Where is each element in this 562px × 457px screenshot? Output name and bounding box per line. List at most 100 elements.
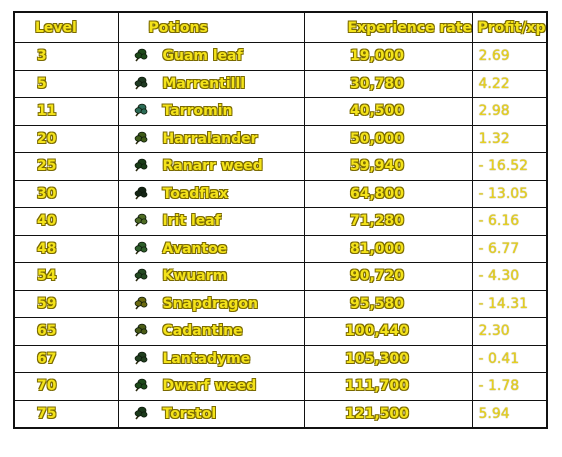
potion-cell: Dwarf weed (117, 372, 305, 401)
level-cell: 59 (13, 289, 119, 318)
herb-name: Irit leaf (162, 213, 221, 230)
level-cell: 40 (13, 207, 119, 236)
table-row: 54 Kwuarm 90,720- 4.30 (13, 262, 548, 291)
cadantine-icon (133, 323, 149, 337)
header-profit-per-xp: Profit/xp (471, 11, 548, 43)
experience-cell: 121,500 (303, 399, 473, 429)
level-cell: 3 (13, 42, 119, 71)
table-row: 70 Dwarf weed 111,700- 1.78 (13, 372, 548, 401)
profit-cell: 4.22 (471, 69, 548, 98)
herb-name: Lantadyme (162, 350, 251, 367)
level-cell: 30 (13, 179, 119, 208)
guam-leaf-icon (133, 48, 149, 62)
profit-cell: 2.69 (471, 42, 548, 71)
potion-cell: Guam leaf (117, 42, 305, 71)
profit-cell: 2.30 (471, 317, 548, 346)
profit-cell: - 16.52 (471, 152, 548, 181)
experience-cell: 64,800 (303, 179, 473, 208)
herb-name: Dwarf weed (162, 378, 257, 395)
profit-cell: - 6.77 (471, 234, 548, 263)
herblore-xp-table: Level Potions Experience rates Profit/xp… (13, 11, 548, 429)
experience-cell: 100,440 (303, 317, 473, 346)
level-cell: 54 (13, 262, 119, 291)
kwuarm-icon (133, 268, 149, 282)
header-potions: Potions (117, 11, 305, 43)
experience-cell: 59,940 (303, 152, 473, 181)
profit-cell: 2.98 (471, 97, 548, 126)
avantoe-icon (133, 241, 149, 255)
herb-name: Marrentilll (162, 75, 246, 92)
potion-cell: Avantoe (117, 234, 305, 263)
herb-name: Kwuarm (162, 268, 228, 285)
experience-cell: 40,500 (303, 97, 473, 126)
irit-leaf-icon (133, 213, 149, 227)
level-cell: 48 (13, 234, 119, 263)
potion-cell: Harralander (117, 124, 305, 153)
profit-cell: - 4.30 (471, 262, 548, 291)
experience-cell: 105,300 (303, 344, 473, 373)
dwarf-weed-icon (133, 378, 149, 392)
table-row: 20 Harralander 50,000 1.32 (13, 124, 548, 153)
marrentill-icon (133, 76, 149, 90)
table-row: 59 Snapdragon 95,580- 14.31 (13, 289, 548, 318)
table-row: 3 Guam leaf 19,000 2.69 (13, 42, 548, 71)
profit-cell: - 6.16 (471, 207, 548, 236)
level-cell: 75 (13, 399, 119, 429)
lantadyme-icon (133, 351, 149, 365)
profit-cell: 5.94 (471, 399, 548, 429)
profit-cell: - 0.41 (471, 344, 548, 373)
table-row: 48 Avantoe 81,000- 6.77 (13, 234, 548, 263)
experience-cell: 19,000 (303, 42, 473, 71)
profit-cell: - 13.05 (471, 179, 548, 208)
experience-cell: 95,580 (303, 289, 473, 318)
herb-name: Toadflax (162, 185, 229, 202)
table-row: 11 Tarromin 40,500 2.98 (13, 97, 548, 126)
experience-cell: 111,700 (303, 372, 473, 401)
table-row: 65 Cadantine 100,440 2.30 (13, 317, 548, 346)
ranarr-weed-icon (133, 158, 149, 172)
header-row: Level Potions Experience rates Profit/xp (13, 11, 548, 43)
potion-cell: Kwuarm (117, 262, 305, 291)
level-cell: 5 (13, 69, 119, 98)
potion-cell: Ranarr weed (117, 152, 305, 181)
torstol-icon (133, 406, 149, 420)
table-row: 30 Toadflax 64,800- 13.05 (13, 179, 548, 208)
toadflax-icon (133, 186, 149, 200)
level-cell: 65 (13, 317, 119, 346)
herb-name: Torstol (162, 405, 217, 422)
profit-cell: - 1.78 (471, 372, 548, 401)
potion-cell: Toadflax (117, 179, 305, 208)
experience-cell: 71,280 (303, 207, 473, 236)
herb-name: Guam leaf (162, 48, 243, 65)
herb-name: Harralander (162, 130, 258, 147)
herb-name: Snapdragon (162, 295, 259, 312)
herb-name: Cadantine (162, 323, 243, 340)
herb-name: Ranarr weed (162, 158, 263, 175)
potion-cell: Lantadyme (117, 344, 305, 373)
potion-cell: Marrentilll (117, 69, 305, 98)
level-cell: 67 (13, 344, 119, 373)
herb-name: Avantoe (162, 240, 228, 257)
header-level: Level (13, 11, 119, 43)
profit-cell: 1.32 (471, 124, 548, 153)
harralander-icon (133, 131, 149, 145)
potion-cell: Tarromin (117, 97, 305, 126)
experience-cell: 30,780 (303, 69, 473, 98)
level-cell: 25 (13, 152, 119, 181)
level-cell: 20 (13, 124, 119, 153)
header-experience-rates: Experience rates (303, 11, 473, 43)
level-cell: 11 (13, 97, 119, 126)
profit-cell: - 14.31 (471, 289, 548, 318)
table-row: 5 Marrentilll 30,780 4.22 (13, 69, 548, 98)
level-cell: 70 (13, 372, 119, 401)
potion-cell: Irit leaf (117, 207, 305, 236)
herb-name: Tarromin (162, 103, 233, 120)
table-row: 67 Lantadyme 105,300- 0.41 (13, 344, 548, 373)
table-row: 75 Torstol 121,500 5.94 (13, 399, 548, 429)
table-row: 40 Irit leaf 71,280- 6.16 (13, 207, 548, 236)
experience-cell: 81,000 (303, 234, 473, 263)
snapdragon-icon (133, 296, 149, 310)
potion-cell: Cadantine (117, 317, 305, 346)
experience-cell: 90,720 (303, 262, 473, 291)
potion-cell: Snapdragon (117, 289, 305, 318)
